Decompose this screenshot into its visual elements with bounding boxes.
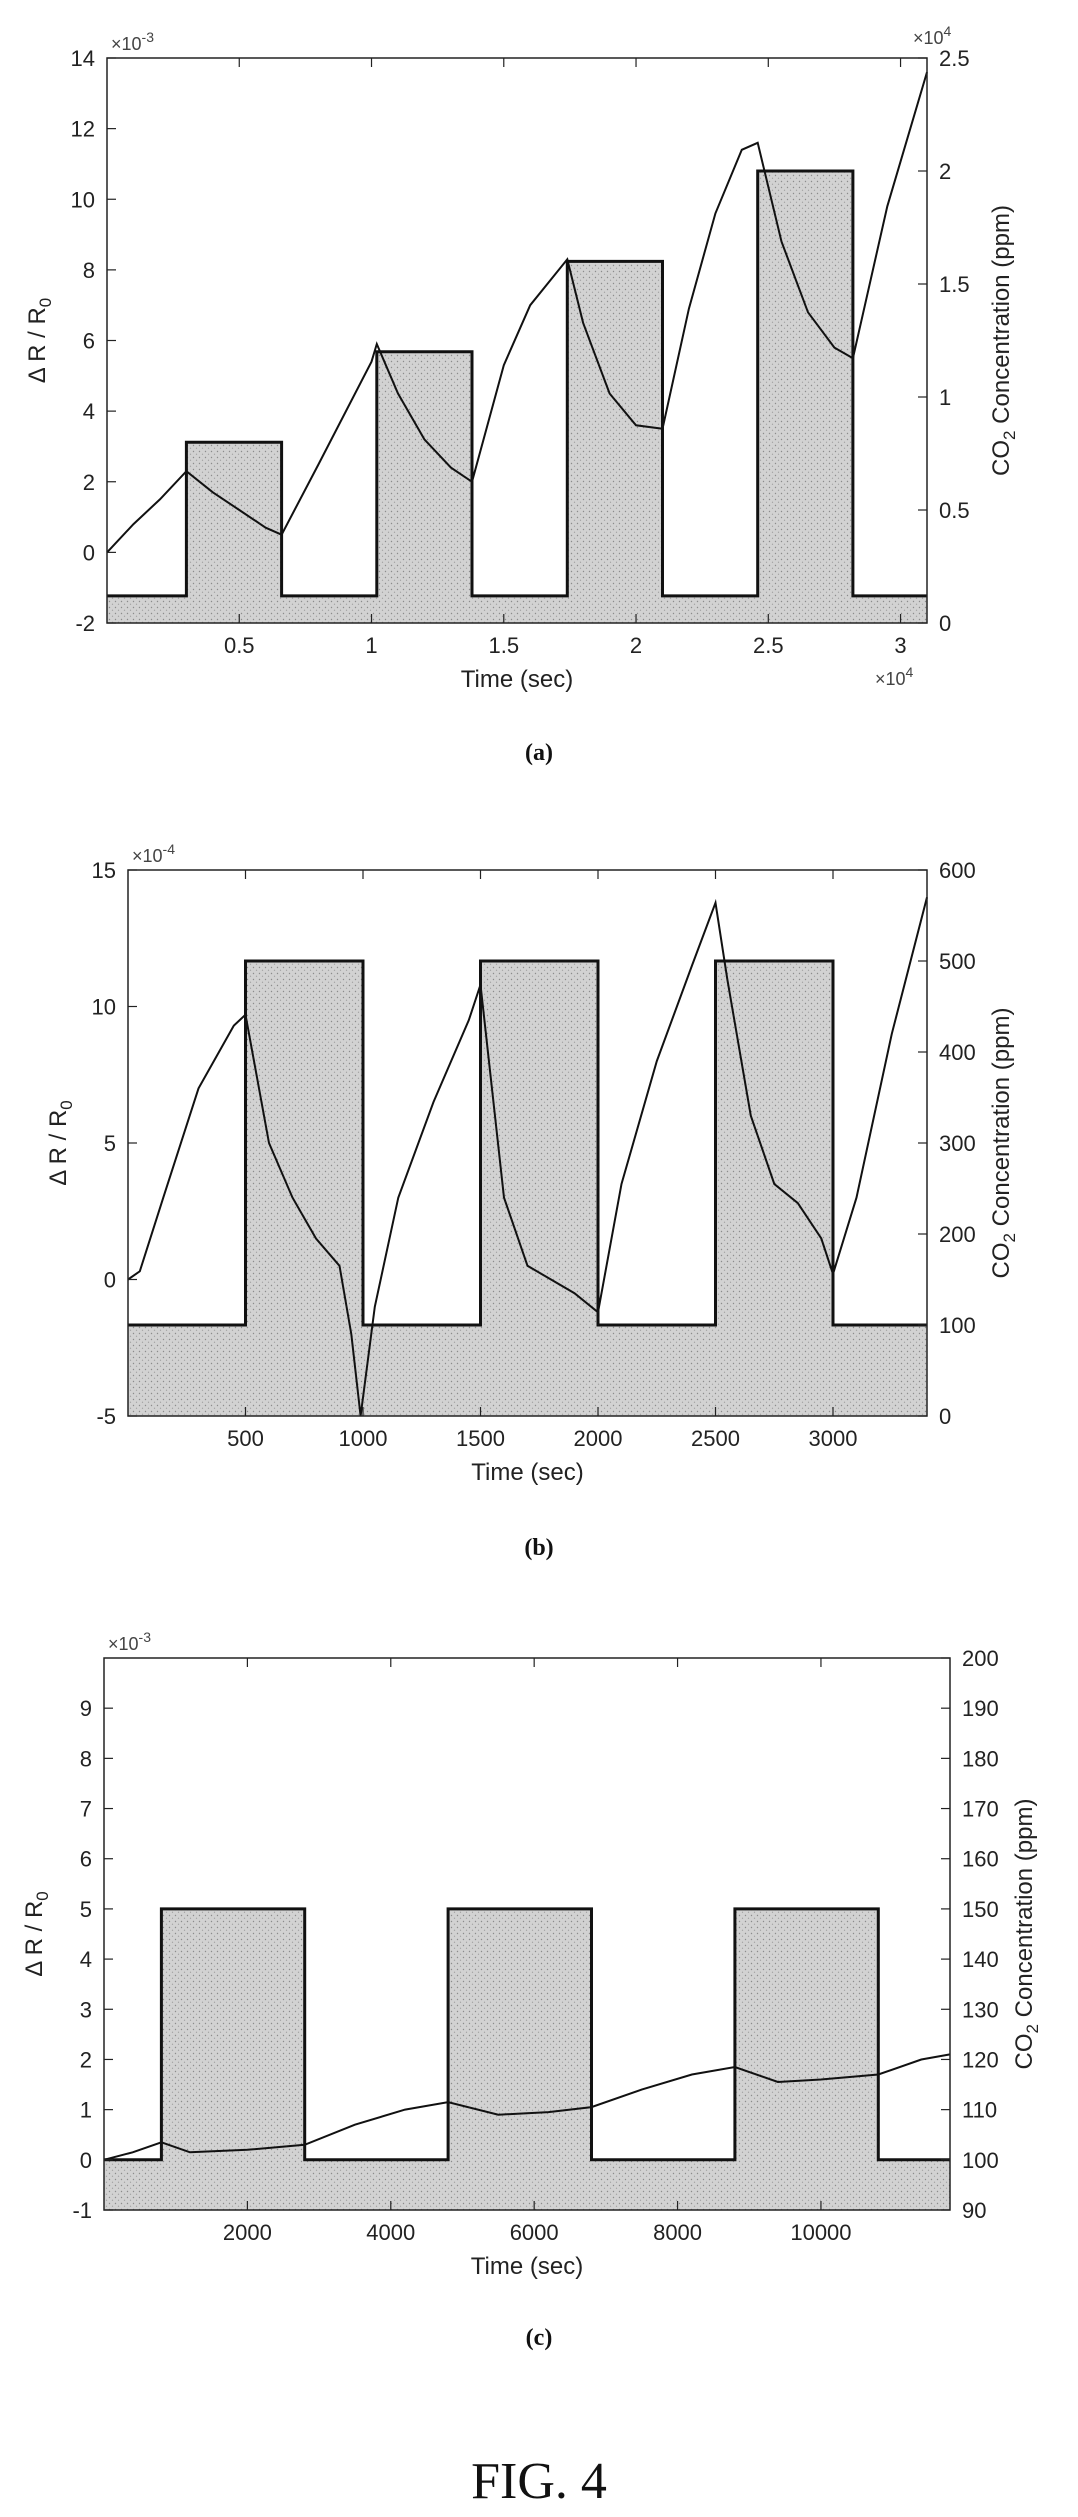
y-left-tick-label: 0 xyxy=(80,2148,92,2173)
x-tick-label: 2.5 xyxy=(753,633,784,658)
y-right-multiplier: ×104 xyxy=(913,23,952,48)
y-left-tick-label: -2 xyxy=(75,611,95,636)
y-right-tick-label: 100 xyxy=(939,1313,976,1338)
y-right-tick-label: 130 xyxy=(962,1997,999,2022)
y-left-tick-label: 4 xyxy=(83,399,95,424)
x-tick-label: 2000 xyxy=(574,1426,623,1451)
x-axis-label: Time (sec) xyxy=(471,2253,583,2280)
y-left-tick-label: 15 xyxy=(92,858,116,883)
x-tick-label: 3000 xyxy=(809,1426,858,1451)
co2-step-fill xyxy=(104,1908,950,2210)
y-left-multiplier: ×10-3 xyxy=(108,1629,151,1654)
y-left-tick-label: 9 xyxy=(80,1696,92,1721)
y-left-tick-label: -1 xyxy=(72,2198,92,2223)
y-right-tick-label: 150 xyxy=(962,1897,999,1922)
co2-step-line xyxy=(128,959,927,1327)
y-left-tick-label: 10 xyxy=(92,995,116,1020)
y-left-axis-label: Δ R / R0 xyxy=(21,1891,52,1977)
chart-panel-3: 2000 4000 6000 8000 10000 -1 0 1 2 3 4 5 6 7 8 9 90 100 11… xyxy=(21,1629,1042,2351)
y-right-tick-label: 400 xyxy=(939,1040,976,1065)
y-left-tick-label: 8 xyxy=(83,258,95,283)
resistance-line xyxy=(103,2053,951,2161)
y-left-multiplier: ×10-3 xyxy=(111,29,154,54)
y-left-tick-label: -5 xyxy=(96,1404,116,1429)
y-left-axis-label: Δ R / R0 xyxy=(45,1100,76,1186)
y-left-tick-label: 10 xyxy=(71,187,95,212)
x-multiplier: ×104 xyxy=(875,664,914,689)
x-axis-label: Time (sec) xyxy=(471,1459,583,1486)
y-right-tick-label: 600 xyxy=(939,858,976,883)
co2-step-line xyxy=(104,1907,950,2162)
y-left-tick-label: 0 xyxy=(104,1268,116,1293)
y-right-tick-label: 1.5 xyxy=(939,272,970,297)
y-left-tick-label: 2 xyxy=(83,470,95,495)
x-tick-label: 3 xyxy=(894,633,906,658)
co2-step-fill xyxy=(128,961,927,1416)
x-tick-label: 2 xyxy=(630,633,642,658)
y-right-tick-label: 190 xyxy=(962,1696,999,1721)
y-left-tick-label: 6 xyxy=(80,1847,92,1872)
panel-caption: (b) xyxy=(524,1535,553,1561)
y-right-tick-label: 110 xyxy=(962,2098,997,2123)
x-tick-label: 1000 xyxy=(339,1426,388,1451)
y-right-tick-label: 180 xyxy=(962,1746,999,1771)
chart-panel-1: 0.5 1 1.5 2 2.5 3-20246810121400.511.522.5×10… xyxy=(24,23,1019,766)
y-left-tick-label: 0 xyxy=(83,540,95,565)
y-right-axis-label: CO2 Concentration (ppm) xyxy=(988,1008,1019,1279)
y-right-tick-label: 2.5 xyxy=(939,46,970,71)
y-right-tick-label: 1 xyxy=(939,385,951,410)
x-tick-label: 2500 xyxy=(691,1426,740,1451)
x-tick-label: 8000 xyxy=(653,2220,702,2245)
y-right-tick-label: 90 xyxy=(962,2198,986,2223)
y-right-tick-label: 500 xyxy=(939,949,976,974)
y-right-tick-label: 300 xyxy=(939,1131,976,1156)
y-left-tick-label: 3 xyxy=(80,1997,92,2022)
y-left-axis-label: Δ R / R0 xyxy=(24,298,55,384)
y-right-axis-label: CO2 Concentration (ppm) xyxy=(988,205,1019,476)
x-tick-label: 2000 xyxy=(223,2220,272,2245)
resistance-line xyxy=(127,897,928,1417)
x-tick-label: 1500 xyxy=(456,1426,505,1451)
resistance-line xyxy=(106,71,928,554)
co2-step-line xyxy=(107,169,927,598)
y-right-axis-label: CO2 Concentration (ppm) xyxy=(1011,1799,1042,2070)
x-tick-label: 0.5 xyxy=(224,633,255,658)
plot-frame xyxy=(103,1657,951,2211)
y-right-tick-label: 170 xyxy=(962,1797,999,1822)
x-tick-label: 1 xyxy=(365,633,377,658)
x-axis-label: Time (sec) xyxy=(461,666,573,693)
y-right-tick-label: 200 xyxy=(962,1646,999,1671)
x-tick-label: 500 xyxy=(227,1426,264,1451)
y-right-tick-label: 2 xyxy=(939,159,951,184)
y-right-tick-label: 100 xyxy=(962,2148,999,2173)
y-right-tick-label: 0 xyxy=(939,1404,951,1429)
y-left-tick-label: 5 xyxy=(104,1131,116,1156)
x-tick-label: 4000 xyxy=(366,2220,415,2245)
y-right-tick-label: 0 xyxy=(939,611,951,636)
y-left-tick-label: 8 xyxy=(80,1746,92,1771)
y-right-tick-label: 200 xyxy=(939,1222,976,1247)
y-right-tick-label: 160 xyxy=(962,1847,999,1872)
y-left-tick-label: 14 xyxy=(71,46,95,71)
x-tick-label: 6000 xyxy=(510,2220,559,2245)
x-tick-label: 1.5 xyxy=(488,633,519,658)
y-left-multiplier: ×10-4 xyxy=(132,841,175,866)
y-left-tick-label: 7 xyxy=(80,1797,92,1822)
x-tick-label: 10000 xyxy=(790,2220,851,2245)
panel-caption: (c) xyxy=(526,2325,553,2351)
y-left-tick-label: 6 xyxy=(83,329,95,354)
y-right-tick-label: 120 xyxy=(962,2047,999,2072)
co2-step-fill xyxy=(107,171,927,623)
y-left-tick-label: 2 xyxy=(80,2047,92,2072)
y-left-tick-label: 4 xyxy=(80,1947,92,1972)
y-left-tick-label: 1 xyxy=(80,2098,92,2123)
panel-caption: (a) xyxy=(525,740,553,766)
y-left-tick-label: 5 xyxy=(80,1897,92,1922)
figure-title: FIG. 4 xyxy=(471,2453,607,2510)
y-left-tick-label: 12 xyxy=(71,117,95,142)
chart-panel-2: 500 1000 1500 2000 2500 3000 -5 0 5 10 15 0 100 200 30… xyxy=(45,841,1019,1561)
y-right-tick-label: 0.5 xyxy=(939,498,970,523)
y-right-tick-label: 140 xyxy=(962,1947,999,1972)
